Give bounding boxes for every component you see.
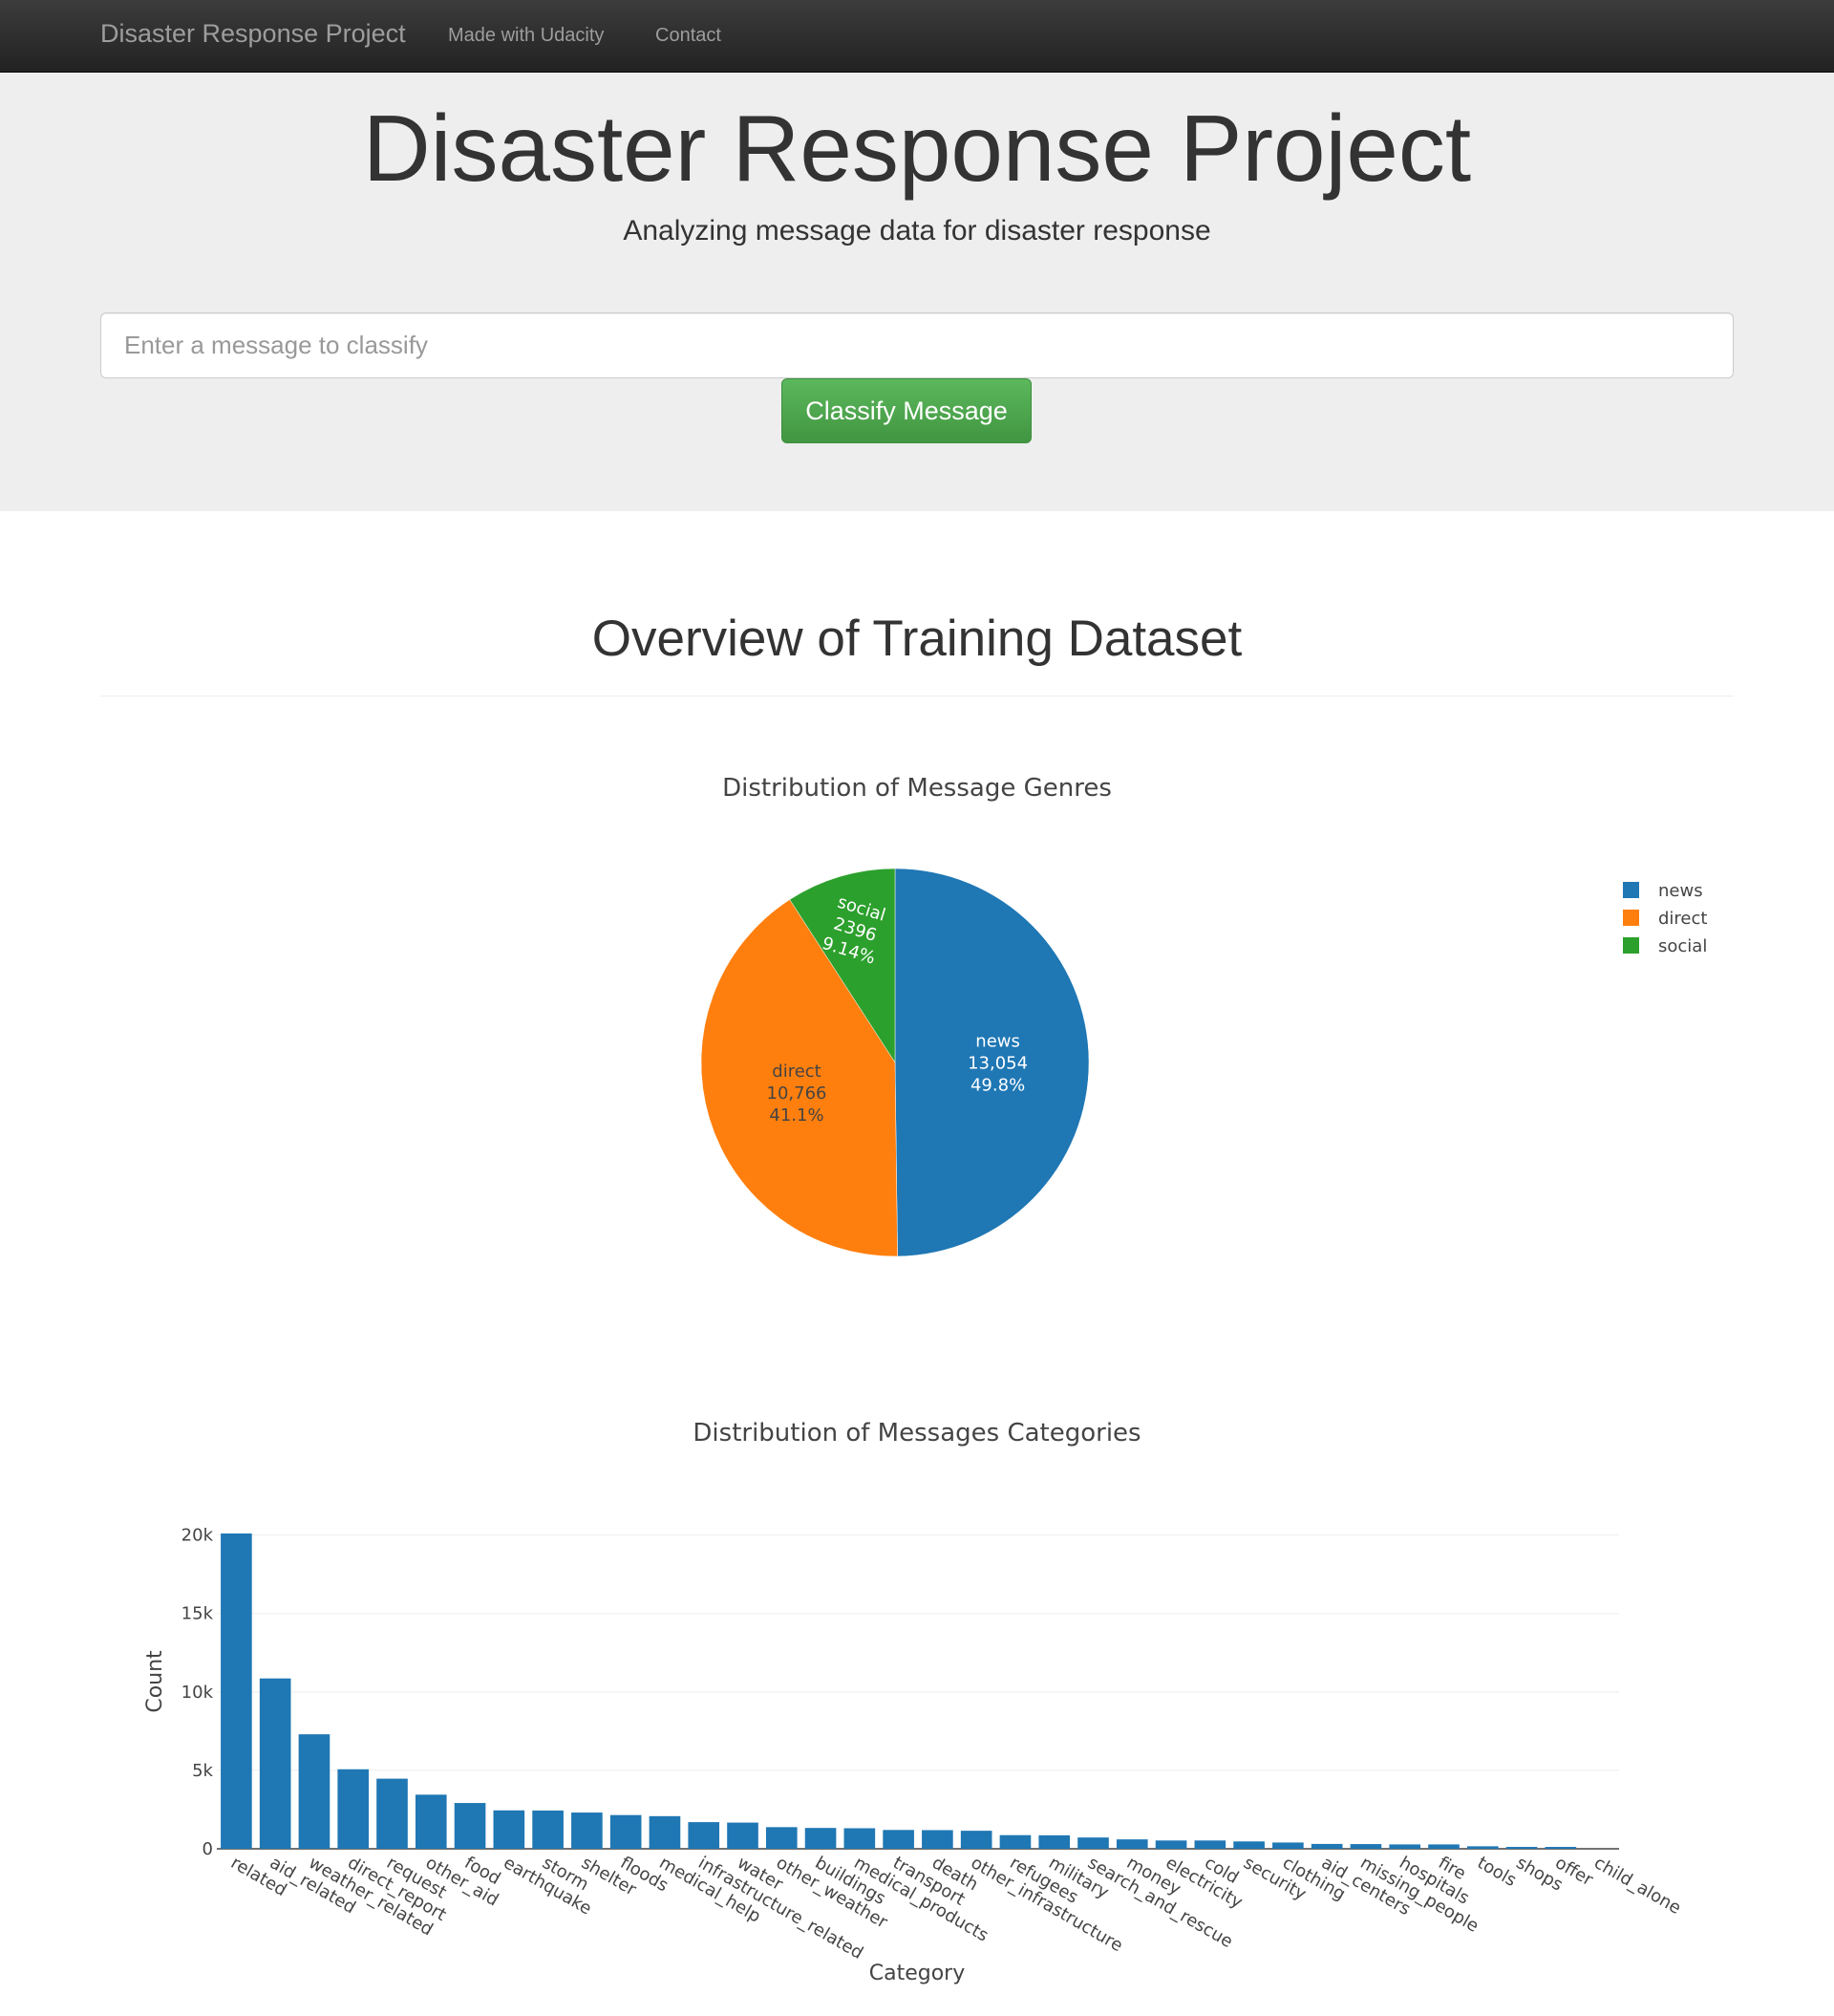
jumbotron: Disaster Response Project Analyzing mess… (0, 74, 1834, 511)
navbar-brand[interactable]: Disaster Response Project (100, 19, 406, 48)
svg-text:41.1%: 41.1% (769, 1105, 823, 1126)
legend-swatch-direct[interactable] (1623, 910, 1639, 926)
y-axis-label: Count (143, 1650, 167, 1713)
y-tick-label: 10k (181, 1683, 214, 1703)
legend-swatch-social[interactable] (1623, 937, 1639, 954)
bar-request[interactable] (376, 1778, 408, 1849)
legend-label-direct[interactable]: direct (1658, 909, 1707, 929)
y-tick-label: 15k (181, 1604, 214, 1624)
pie-chart-title: Distribution of Message Genres (722, 774, 1112, 803)
bar-search_and_rescue[interactable] (1077, 1837, 1109, 1849)
bar-shelter[interactable] (571, 1812, 603, 1849)
y-tick-label: 0 (203, 1839, 213, 1859)
legend-label-social[interactable]: social (1658, 936, 1707, 956)
page-subtitle: Analyzing message data for disaster resp… (623, 215, 1211, 247)
pie-slice-social[interactable] (789, 868, 896, 1063)
x-tick-label-child_alone: child_alone (1590, 1853, 1684, 1919)
bar-missing_people[interactable] (1350, 1844, 1382, 1849)
bar-chart-title: Distribution of Messages Categories (693, 1419, 1141, 1448)
pie-legend: news direct social (1623, 881, 1707, 956)
nav-link-contact[interactable]: Contact (655, 25, 721, 46)
bar-transport[interactable] (883, 1830, 914, 1849)
bar-other_aid[interactable] (415, 1794, 447, 1849)
bar-storm[interactable] (532, 1810, 564, 1849)
page-title: Disaster Response Project (362, 96, 1472, 201)
bar-military[interactable] (1038, 1834, 1071, 1849)
y-tick-label: 20k (181, 1526, 214, 1546)
navbar: Disaster Response Project Made with Udac… (0, 0, 1834, 73)
bar-fire[interactable] (1428, 1844, 1460, 1849)
bar-weather_related[interactable] (298, 1734, 331, 1849)
bar-shops[interactable] (1505, 1847, 1538, 1849)
bar-clothing[interactable] (1272, 1842, 1304, 1849)
bar-earthquake[interactable] (493, 1810, 525, 1849)
bar-water[interactable] (727, 1822, 758, 1849)
x-tick-label-tools: tools (1474, 1853, 1520, 1891)
bar-other_infrastructure[interactable] (960, 1831, 992, 1849)
bar-food[interactable] (454, 1803, 486, 1849)
nav-link-made-with-udacity[interactable]: Made with Udacity (448, 25, 605, 46)
svg-text:10,766: 10,766 (767, 1083, 827, 1104)
bar-direct_report[interactable] (337, 1769, 370, 1849)
bar-tools[interactable] (1466, 1846, 1499, 1849)
overview-title: Overview of Training Dataset (591, 611, 1243, 667)
bar-offer[interactable] (1545, 1847, 1577, 1849)
pie-slice-direct[interactable] (700, 899, 898, 1257)
svg-text:news: news (975, 1031, 1020, 1051)
bar-medical_products[interactable] (843, 1828, 876, 1849)
bar-hospitals[interactable] (1389, 1844, 1421, 1849)
bar-electricity[interactable] (1155, 1840, 1187, 1849)
bar-medical_help[interactable] (649, 1815, 681, 1849)
bar-cold[interactable] (1194, 1840, 1226, 1849)
pie-slice-news[interactable] (894, 868, 1090, 1257)
bar-refugees[interactable] (999, 1834, 1032, 1849)
bar-buildings[interactable] (804, 1828, 837, 1849)
legend-label-news[interactable]: news (1658, 881, 1703, 901)
bar-aid_related[interactable] (259, 1678, 291, 1849)
svg-text:49.8%: 49.8% (970, 1075, 1025, 1095)
bar-floods[interactable] (609, 1814, 642, 1849)
bar-other_weather[interactable] (765, 1827, 798, 1849)
bar-infrastructure_related[interactable] (688, 1822, 720, 1849)
bar-aid_centers[interactable] (1311, 1843, 1343, 1849)
bar-money[interactable] (1116, 1839, 1148, 1849)
legend-swatch-news[interactable] (1623, 882, 1639, 898)
classify-message-button[interactable]: Classify Message (781, 378, 1032, 443)
bar-security[interactable] (1233, 1841, 1265, 1849)
svg-text:direct: direct (772, 1062, 821, 1082)
x-axis-label: Category (869, 1962, 966, 1985)
svg-text:13,054: 13,054 (968, 1053, 1028, 1073)
section-divider (100, 696, 1734, 697)
bar-death[interactable] (922, 1830, 953, 1849)
message-input[interactable] (100, 312, 1734, 378)
y-tick-label: 5k (192, 1761, 213, 1781)
bar-related[interactable] (221, 1533, 252, 1849)
